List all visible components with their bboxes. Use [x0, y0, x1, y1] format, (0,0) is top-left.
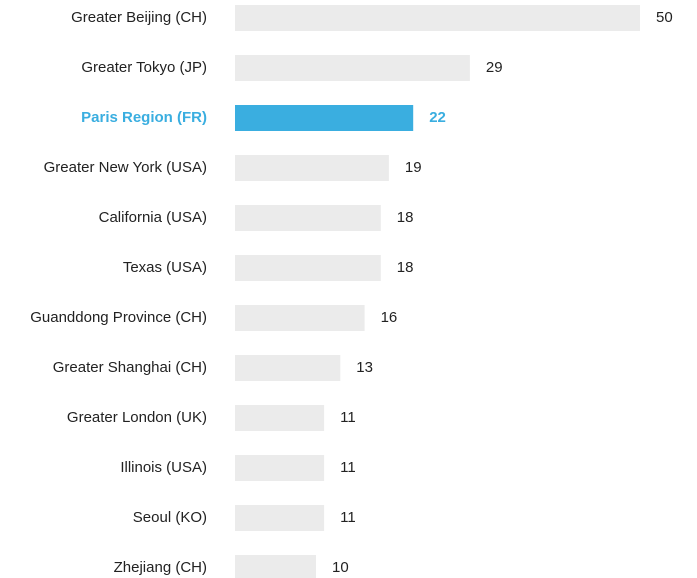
- bar: [235, 255, 381, 281]
- category-label: Paris Region (FR): [81, 109, 207, 126]
- value-label: 29: [486, 59, 503, 76]
- bar: [235, 155, 389, 181]
- value-label: 18: [397, 259, 414, 276]
- bar: [235, 505, 325, 531]
- category-label: Greater Shanghai (CH): [53, 359, 207, 376]
- bar: [235, 105, 414, 131]
- category-label: Zhejiang (CH): [114, 559, 207, 576]
- value-label: 22: [429, 109, 446, 126]
- bar: [235, 455, 325, 481]
- category-label: Greater London (UK): [67, 409, 207, 426]
- category-label: Guanddong Province (CH): [30, 309, 207, 326]
- category-label: Texas (USA): [123, 259, 207, 276]
- bar: [235, 555, 316, 578]
- value-label: 11: [340, 409, 356, 426]
- value-label: 11: [340, 459, 356, 476]
- value-label: 18: [397, 209, 414, 226]
- value-label: 19: [405, 159, 422, 176]
- category-label: Greater Beijing (CH): [71, 9, 207, 26]
- bar: [235, 5, 640, 31]
- category-label: California (USA): [99, 209, 207, 226]
- category-label: Greater New York (USA): [44, 159, 207, 176]
- bar: [235, 205, 381, 231]
- value-label: 50: [656, 9, 673, 26]
- bar: [235, 355, 341, 381]
- value-label: 13: [356, 359, 373, 376]
- bar: [235, 305, 365, 331]
- category-label: Illinois (USA): [120, 459, 207, 476]
- value-label: 10: [332, 559, 349, 576]
- value-label: 16: [381, 309, 398, 326]
- category-label: Greater Tokyo (JP): [81, 59, 207, 76]
- category-label: Seoul (KO): [133, 509, 207, 526]
- value-label: 11: [340, 509, 356, 526]
- bar: [235, 405, 325, 431]
- bar: [235, 55, 470, 81]
